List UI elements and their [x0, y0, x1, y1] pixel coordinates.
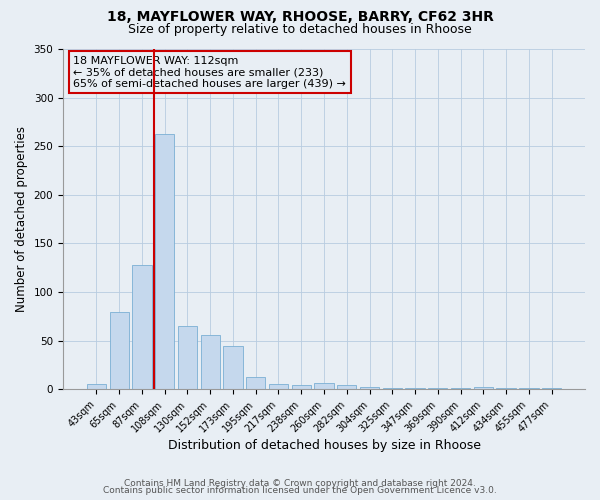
Bar: [406, 388, 425, 390]
Bar: [269, 384, 288, 390]
Bar: [473, 388, 493, 390]
Bar: [223, 346, 242, 390]
Bar: [87, 384, 106, 390]
Bar: [132, 265, 152, 390]
Bar: [451, 388, 470, 390]
Text: 18 MAYFLOWER WAY: 112sqm
← 35% of detached houses are smaller (233)
65% of semi-: 18 MAYFLOWER WAY: 112sqm ← 35% of detach…: [73, 56, 346, 89]
Bar: [360, 388, 379, 390]
Text: Contains HM Land Registry data © Crown copyright and database right 2024.: Contains HM Land Registry data © Crown c…: [124, 478, 476, 488]
Bar: [200, 335, 220, 390]
Bar: [246, 376, 265, 390]
Y-axis label: Number of detached properties: Number of detached properties: [15, 126, 28, 312]
Bar: [337, 386, 356, 390]
Bar: [519, 388, 539, 390]
Bar: [314, 384, 334, 390]
Bar: [292, 386, 311, 390]
Text: Size of property relative to detached houses in Rhoose: Size of property relative to detached ho…: [128, 22, 472, 36]
Text: 18, MAYFLOWER WAY, RHOOSE, BARRY, CF62 3HR: 18, MAYFLOWER WAY, RHOOSE, BARRY, CF62 3…: [107, 10, 493, 24]
Bar: [110, 312, 129, 390]
Text: Contains public sector information licensed under the Open Government Licence v3: Contains public sector information licen…: [103, 486, 497, 495]
Bar: [542, 388, 561, 390]
Bar: [383, 388, 402, 390]
Bar: [155, 134, 175, 390]
Bar: [178, 326, 197, 390]
Bar: [496, 388, 516, 390]
X-axis label: Distribution of detached houses by size in Rhoose: Distribution of detached houses by size …: [167, 440, 481, 452]
Bar: [428, 388, 448, 390]
